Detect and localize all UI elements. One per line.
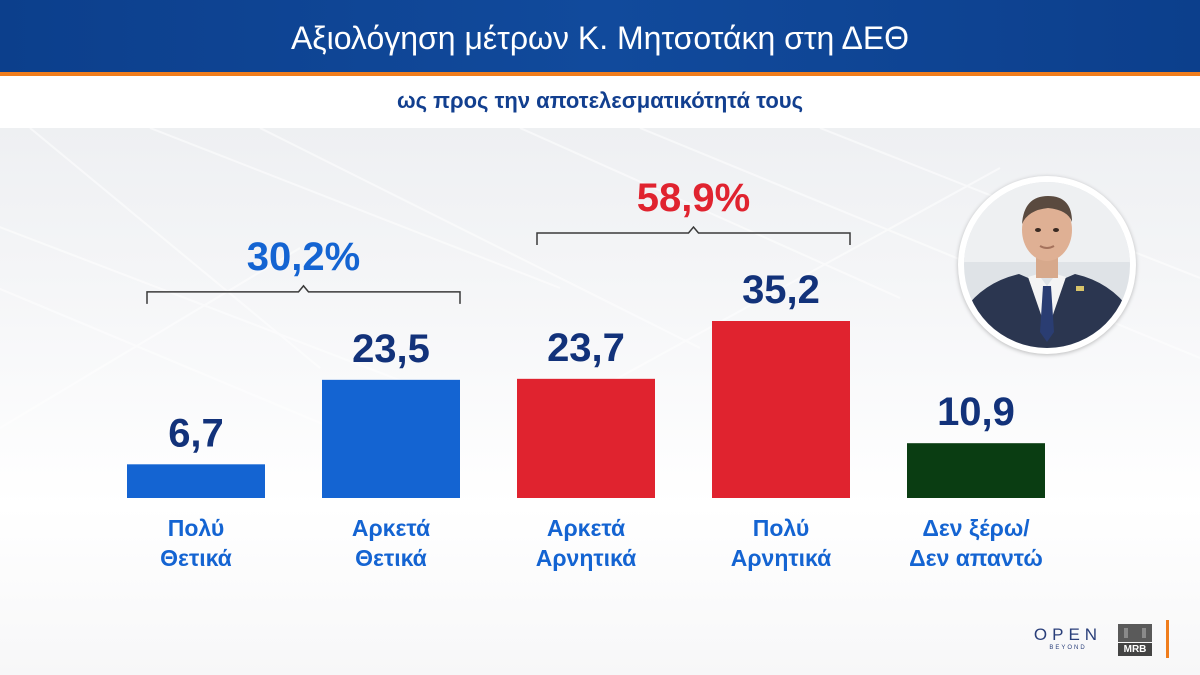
category-label-4-1: Δεν απαντώ	[909, 545, 1043, 571]
group-totals: 30,2% 58,9%	[247, 176, 750, 279]
value-label-4: 10,9	[937, 390, 1015, 434]
bar-2	[517, 378, 655, 498]
bar-4	[907, 443, 1045, 498]
category-label-1-1: Θετικά	[355, 545, 427, 571]
category-labels: Πολύ Θετικά Αρκετά Θετικά Αρκετά Αρνητικά Πολύ…	[160, 515, 1043, 571]
bars	[127, 321, 1045, 498]
background-lines	[0, 128, 1200, 449]
value-label-0: 6,7	[168, 411, 224, 455]
value-label-3: 35,2	[742, 268, 820, 312]
channel-logo-main: OPEN	[1033, 625, 1103, 644]
category-label-3-1: Αρνητικά	[731, 545, 832, 571]
group-bracket-1	[536, 225, 851, 245]
group-bracket-0	[146, 284, 461, 304]
person-portrait-icon	[958, 176, 1136, 354]
bar-3	[712, 321, 850, 498]
bar-0	[127, 464, 265, 498]
category-label-2-1: Αρνητικά	[536, 545, 637, 571]
category-label-4-0: Δεν ξέρω/	[922, 515, 1030, 541]
group-total-1: 58,9%	[637, 176, 750, 220]
category-label-2-0: Αρκετά	[547, 515, 625, 541]
value-labels: 6,7 23,5 23,7 35,2 10,9	[168, 268, 1015, 455]
bar-1	[322, 379, 460, 498]
pollster-logo-mark	[1118, 624, 1152, 642]
category-label-0-0: Πολύ	[168, 515, 225, 541]
value-label-1: 23,5	[352, 327, 430, 371]
orange-divider	[1166, 620, 1169, 658]
group-brackets	[146, 225, 851, 304]
pollster-logo: MRB	[1118, 624, 1156, 656]
pollster-logo-text: MRB	[1118, 643, 1152, 656]
category-label-1-0: Αρκετά	[352, 515, 430, 541]
channel-logo-sub: BEYOND	[1049, 645, 1087, 651]
page-subtitle: ως προς την αποτελεσματικότητά τους	[0, 76, 1200, 128]
group-total-0: 30,2%	[247, 235, 360, 279]
value-label-2: 23,7	[547, 326, 625, 370]
page-title: Αξιολόγηση μέτρων Κ. Μητσοτάκη στη ΔΕΘ	[0, 0, 1200, 76]
category-label-0-1: Θετικά	[160, 545, 232, 571]
channel-logo: OPEN BEYOND	[1028, 626, 1108, 656]
category-label-3-0: Πολύ	[753, 515, 810, 541]
